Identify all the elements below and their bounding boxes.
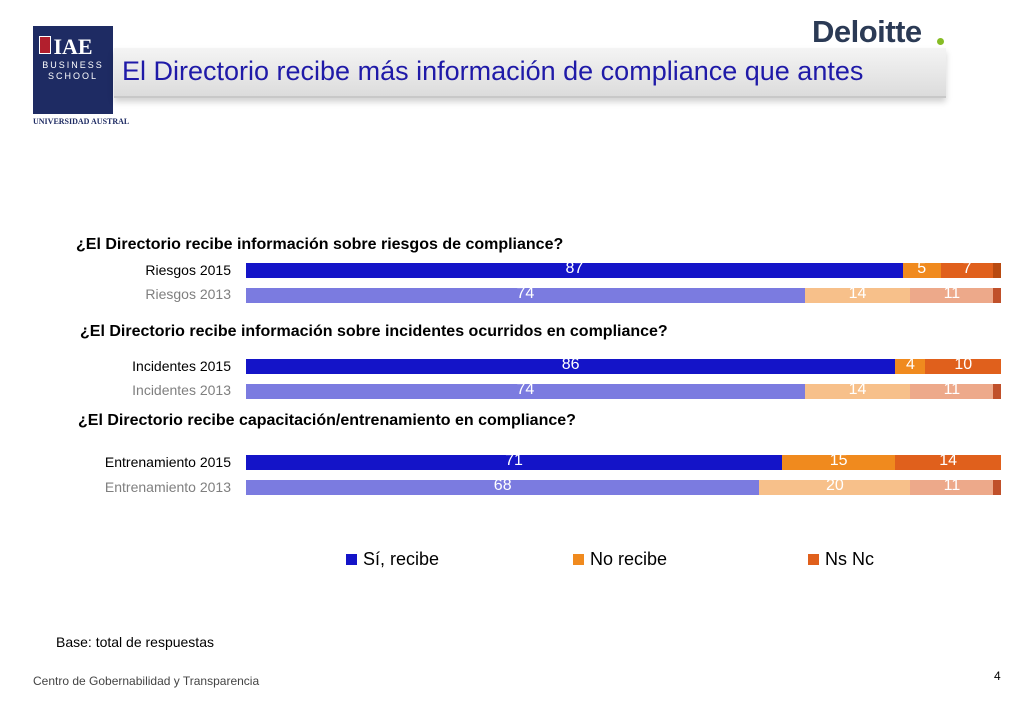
bar-segment-si: 74 — [246, 285, 805, 303]
data-label-nsnc: 14 — [939, 452, 958, 469]
data-label-nsnc: 11 — [943, 381, 961, 398]
bar-segment-no: 15 — [782, 452, 896, 470]
bar-segment-remainder — [993, 384, 1001, 399]
bar-riesgos-2015: 87 5 7 — [246, 260, 1001, 278]
data-label-no: 14 — [848, 381, 867, 398]
question-entrenamiento: ¿El Directorio recibe capacitación/entre… — [78, 412, 576, 429]
bar-riesgos-2013: 74 14 11 — [246, 285, 1001, 303]
bar-segment-no: 14 — [804, 285, 911, 303]
legend-label-no: No recibe — [590, 549, 668, 569]
bar-segment-no: 20 — [759, 477, 911, 495]
bar-incidentes-2015: 86 4 10 — [246, 356, 1001, 374]
bar-segment-si: 87 — [246, 260, 903, 278]
bar-entrenamiento-2013: 68 20 11 — [246, 477, 1001, 495]
title-band — [114, 48, 946, 98]
bar-segment-no: 14 — [804, 381, 911, 399]
question-incidentes: ¿El Directorio recibe información sobre … — [80, 323, 668, 340]
bar-segment-nsnc: 14 — [895, 452, 1001, 470]
bar-segment-si: 86 — [246, 356, 896, 374]
legend-item-si: Sí, recibe — [346, 549, 439, 570]
bar-segment-nsnc: 7 — [940, 260, 994, 278]
data-label-nsnc: 11 — [943, 477, 961, 494]
bar-segment-si: 71 — [246, 452, 783, 470]
bar-segment-nsnc: 10 — [925, 356, 1001, 374]
bar-segment-nsnc: 11 — [910, 477, 994, 495]
bar-segment-si: 74 — [246, 381, 805, 399]
base-note: Base: total de respuestas — [56, 634, 214, 650]
data-label-nsnc: 10 — [954, 356, 973, 373]
data-label-si: 71 — [505, 452, 523, 469]
universidad-austral-label: UNIVERSIDAD AUSTRAL — [33, 117, 130, 126]
iae-logo-line2: SCHOOL — [47, 71, 98, 81]
deloitte-logo: Deloitte — [812, 14, 922, 49]
iae-logo-main-text: IAE — [53, 34, 93, 59]
row-label-incidentes-2015: Incidentes 2015 — [132, 358, 231, 374]
legend-label-si: Sí, recibe — [363, 549, 440, 569]
row-label-riesgos-2013: Riesgos 2013 — [145, 286, 231, 302]
bar-segment-remainder — [993, 263, 1001, 278]
iae-business-school-logo: IAE BUSINESS SCHOOL — [33, 26, 113, 114]
legend-item-no: No recibe — [573, 549, 667, 570]
row-label-entrenamiento-2015: Entrenamiento 2015 — [104, 454, 231, 470]
page-number: 4 — [994, 669, 1001, 683]
legend-swatch-si — [346, 554, 357, 565]
bar-segment-si: 68 — [246, 477, 760, 495]
bar-segment-nsnc: 11 — [910, 285, 994, 303]
page-title: El Directorio recibe más información de … — [122, 56, 864, 86]
bar-segment-no: 4 — [895, 356, 926, 374]
row-label-riesgos-2015: Riesgos 2015 — [145, 262, 231, 278]
bar-segment-remainder — [993, 288, 1001, 303]
data-label-nsnc: 11 — [943, 285, 961, 302]
data-label-no: 14 — [848, 285, 867, 302]
legend-swatch-nsnc — [808, 554, 819, 565]
row-label-entrenamiento-2013: Entrenamiento 2013 — [104, 479, 231, 495]
iae-logo-line1: BUSINESS — [42, 60, 104, 70]
data-label-no: 4 — [905, 356, 915, 373]
data-label-no: 5 — [917, 260, 927, 277]
footer-center-name: Centro de Gobernabilidad y Transparencia — [33, 674, 260, 688]
bar-incidentes-2013: 74 14 11 — [246, 381, 1001, 399]
data-label-nsnc: 7 — [962, 260, 972, 277]
deloitte-dot-icon — [937, 38, 944, 45]
bar-segment-no: 5 — [902, 260, 941, 278]
data-label-si: 86 — [561, 356, 580, 373]
legend-label-nsnc: Ns Nc — [825, 549, 874, 569]
legend-item-nsnc: Ns Nc — [808, 549, 874, 570]
data-label-si: 68 — [493, 477, 512, 494]
iae-crest-icon — [39, 36, 51, 54]
data-label-si: 74 — [516, 285, 535, 302]
row-label-incidentes-2013: Incidentes 2013 — [132, 382, 231, 398]
data-label-si: 74 — [516, 381, 535, 398]
bar-entrenamiento-2015: 71 15 14 — [246, 452, 1001, 470]
legend-swatch-no — [573, 554, 584, 565]
data-label-no: 15 — [829, 452, 848, 469]
question-riesgos: ¿El Directorio recibe información sobre … — [76, 236, 564, 253]
data-label-no: 20 — [825, 477, 844, 494]
bar-segment-remainder — [993, 480, 1001, 495]
bar-segment-nsnc: 11 — [910, 381, 994, 399]
data-label-si: 87 — [565, 260, 584, 277]
